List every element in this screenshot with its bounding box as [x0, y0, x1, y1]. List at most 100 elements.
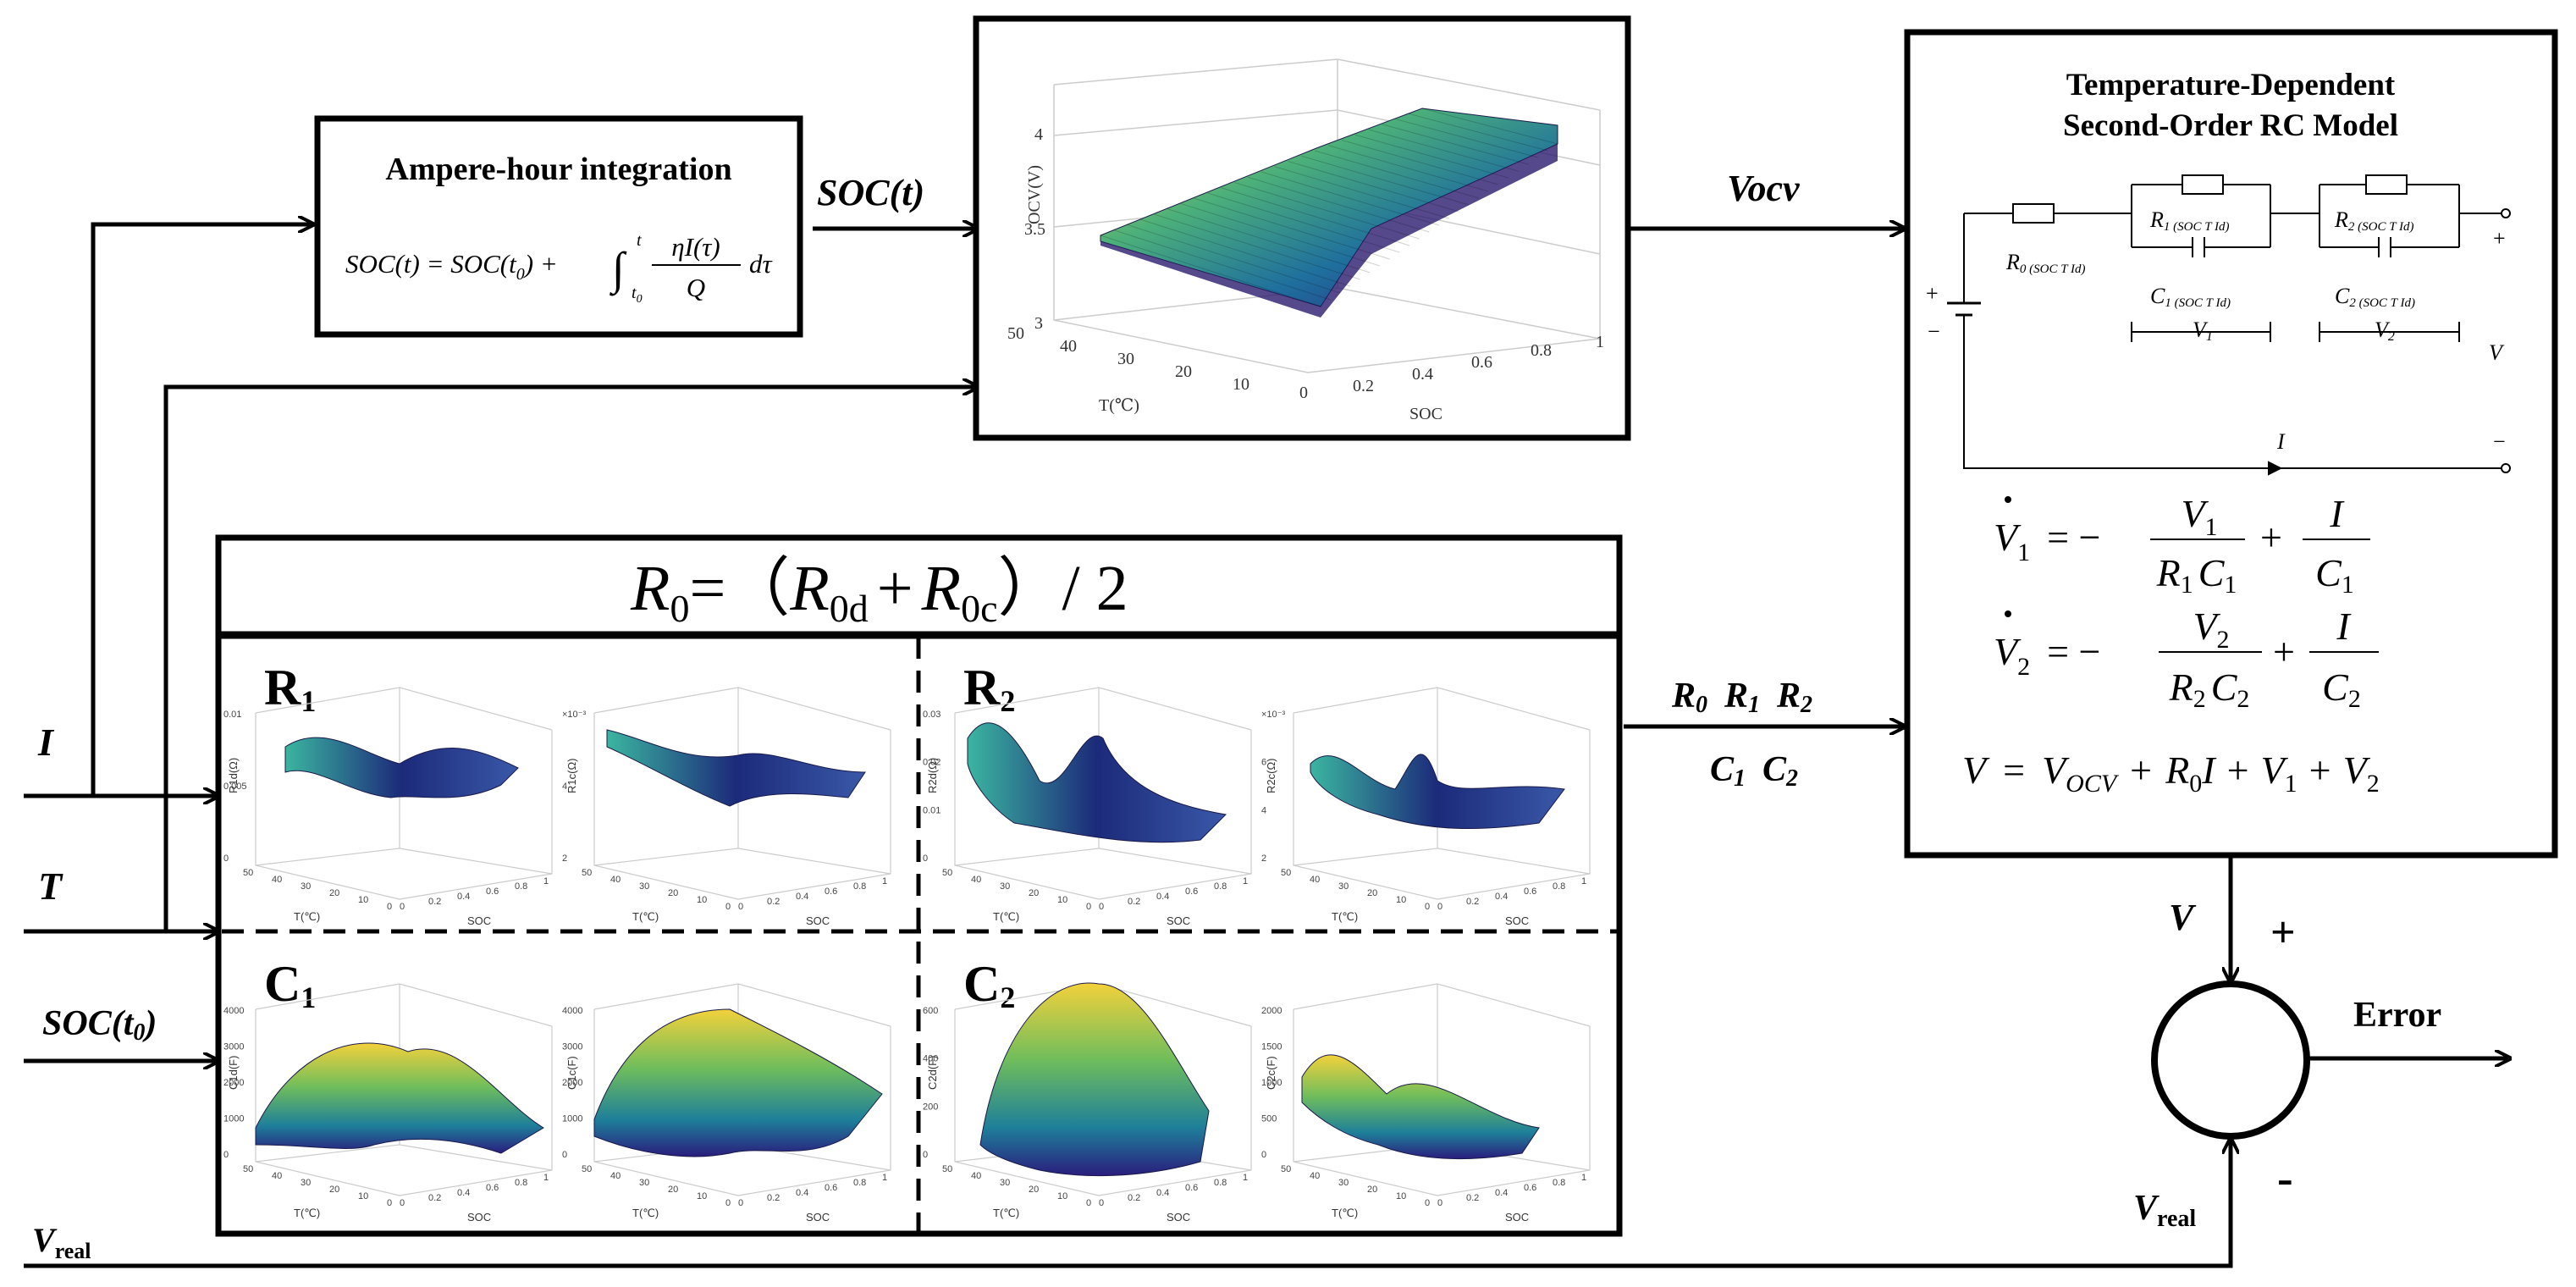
mini-soc-tick: 0.2	[1128, 1193, 1140, 1203]
mini-tlabel: T(℃)	[993, 1207, 1019, 1219]
mini-xlabel: SOC	[467, 914, 491, 927]
ocv-ztick-0: 4	[1034, 125, 1043, 144]
svg-text:C1 (SOC T Id): C1 (SOC T Id)	[2150, 284, 2231, 310]
mini-t-tick: 0	[1425, 902, 1430, 912]
label-vreal: Vreal	[32, 1221, 91, 1263]
rc-title-line1: Temperature-Dependent	[2066, 68, 2396, 102]
mini-ylabel: C2c(F)	[1265, 1056, 1277, 1090]
mini-ztick: 0	[223, 853, 229, 864]
ocv-mesh-line	[1167, 208, 1371, 273]
mini-axes	[954, 687, 1252, 900]
mini-t-tick: 40	[272, 875, 282, 885]
error-label: Error	[2353, 996, 2441, 1035]
mini-soc-tick: 0	[738, 902, 743, 912]
mini-ztick: 2000	[562, 1078, 582, 1088]
mini-ztick: 500	[1261, 1114, 1277, 1124]
ocv-xtick-3: 0.6	[1471, 353, 1492, 372]
v-out-label: V	[2489, 340, 2505, 365]
mini-t-tick: 30	[1000, 1178, 1010, 1188]
mini-ztick: 2	[562, 853, 567, 864]
mini-soc-tick: 0.2	[1128, 897, 1140, 907]
svg-text:V2= −: V2 = −	[1994, 630, 2101, 681]
mini-ztick: 4000	[223, 1006, 244, 1016]
mini-ylabel: C2d(F)	[926, 1056, 939, 1090]
mini-ztick: 400	[923, 1054, 938, 1064]
comp-vreal: Vreal	[2133, 1189, 2196, 1232]
mini-t-tick: 10	[358, 895, 368, 905]
ocv-mesh-line	[1288, 161, 1459, 213]
ah-formula: SOC(t) = SOC(t0) + ∫ t0 t ηI(τ) Q dτ	[345, 231, 774, 306]
ocv-mesh-line	[1341, 140, 1499, 185]
mini-soc-tick: 0.4	[1156, 892, 1169, 902]
mini-soc-tick: 0.6	[825, 1183, 837, 1193]
mini-tlabel: T(℃)	[993, 910, 1019, 923]
ocv-mesh-line	[1354, 134, 1509, 179]
mini-ztick: 1000	[1261, 1078, 1282, 1088]
mini-ylabel: R2c(Ω)	[1265, 759, 1277, 794]
mini-t-tick: 0	[387, 1198, 392, 1208]
mini-tlabel: T(℃)	[1332, 1207, 1358, 1219]
mini-axes	[255, 687, 553, 900]
mini-soc-tick: 0	[400, 902, 405, 912]
mini-soc-tick: 0.8	[853, 1178, 866, 1188]
mini-t-tick: 30	[1000, 881, 1010, 892]
mini-t-tick: 50	[1281, 1164, 1291, 1174]
mini-t-tick: 50	[582, 1164, 592, 1174]
mini-t-tick: 0	[387, 902, 392, 912]
mini-ztick: 0.01	[223, 710, 241, 720]
source-minus: −	[1928, 319, 1940, 344]
mini-t-tick: 30	[639, 881, 649, 892]
mini-tlabel: T(℃)	[632, 910, 659, 923]
ocv-ytick-1: 40	[1060, 337, 1077, 356]
ocv-mesh-line	[1315, 150, 1479, 199]
ocv-mesh-line	[1382, 124, 1529, 165]
mini-t-tick: 0	[1086, 902, 1091, 912]
label-t: T	[38, 864, 63, 908]
mini-ztick: 1000	[223, 1114, 244, 1124]
mini-t-tick: 30	[639, 1178, 649, 1188]
mini-xlabel: SOC	[1167, 1211, 1190, 1223]
svg-text:R2 (SOC T Id): R2 (SOC T Id)	[2334, 207, 2414, 234]
mini-ztick: 0	[1261, 1150, 1266, 1160]
mini-xlabel: SOC	[806, 914, 830, 927]
svg-text:t: t	[637, 231, 642, 250]
ocv-mesh	[1100, 108, 1558, 307]
mini-soc-tick: 1	[882, 876, 887, 887]
mini-ztick: ×10⁻³	[1261, 710, 1285, 720]
mini-surface	[967, 722, 1227, 843]
mini-soc-tick: 1	[1243, 876, 1248, 887]
mini-soc-tick: 0.4	[1495, 892, 1508, 902]
svg-text:I: I	[2329, 492, 2345, 535]
mini-ztick: 0	[562, 1150, 567, 1160]
ocv-mesh-line	[1207, 192, 1400, 253]
mini-t-tick: 10	[1057, 1191, 1067, 1201]
mini-soc-tick: 0.8	[515, 1178, 527, 1188]
mini-soc-tick: 0.6	[825, 887, 837, 897]
ocv-mesh-line	[1260, 171, 1440, 226]
mini-t-tick: 10	[358, 1191, 368, 1201]
mini-tlabel: T(℃)	[294, 910, 320, 923]
comp-minus: -	[2277, 1152, 2293, 1205]
mini-ztick: 3000	[562, 1042, 582, 1052]
comparator: V + - Vreal Error	[2133, 897, 2441, 1232]
mini-xlabel: SOC	[1505, 1211, 1529, 1223]
connections	[24, 224, 2510, 1268]
mini-tlabel: T(℃)	[1332, 910, 1358, 923]
panel-title: C2	[963, 956, 1015, 1014]
mini-soc-tick: 0.4	[457, 892, 470, 902]
mini-axes	[593, 983, 891, 1196]
mini-t-tick: 40	[1310, 1171, 1320, 1181]
mini-ztick: 0.02	[923, 758, 940, 768]
svg-text:+: +	[2260, 516, 2282, 559]
i-label: I	[2276, 429, 2286, 454]
svg-text:C2 (SOC T Id): C2 (SOC T Id)	[2335, 284, 2415, 310]
mini-ztick: 0.03	[923, 710, 940, 720]
ocv-xtick-5: 1	[1596, 333, 1604, 351]
svg-text:V1= −: V1 = −	[1994, 516, 2101, 566]
svg-text:Q: Q	[687, 273, 705, 302]
mini-t-tick: 20	[329, 1185, 339, 1195]
mini-ztick: 0	[223, 1150, 229, 1160]
